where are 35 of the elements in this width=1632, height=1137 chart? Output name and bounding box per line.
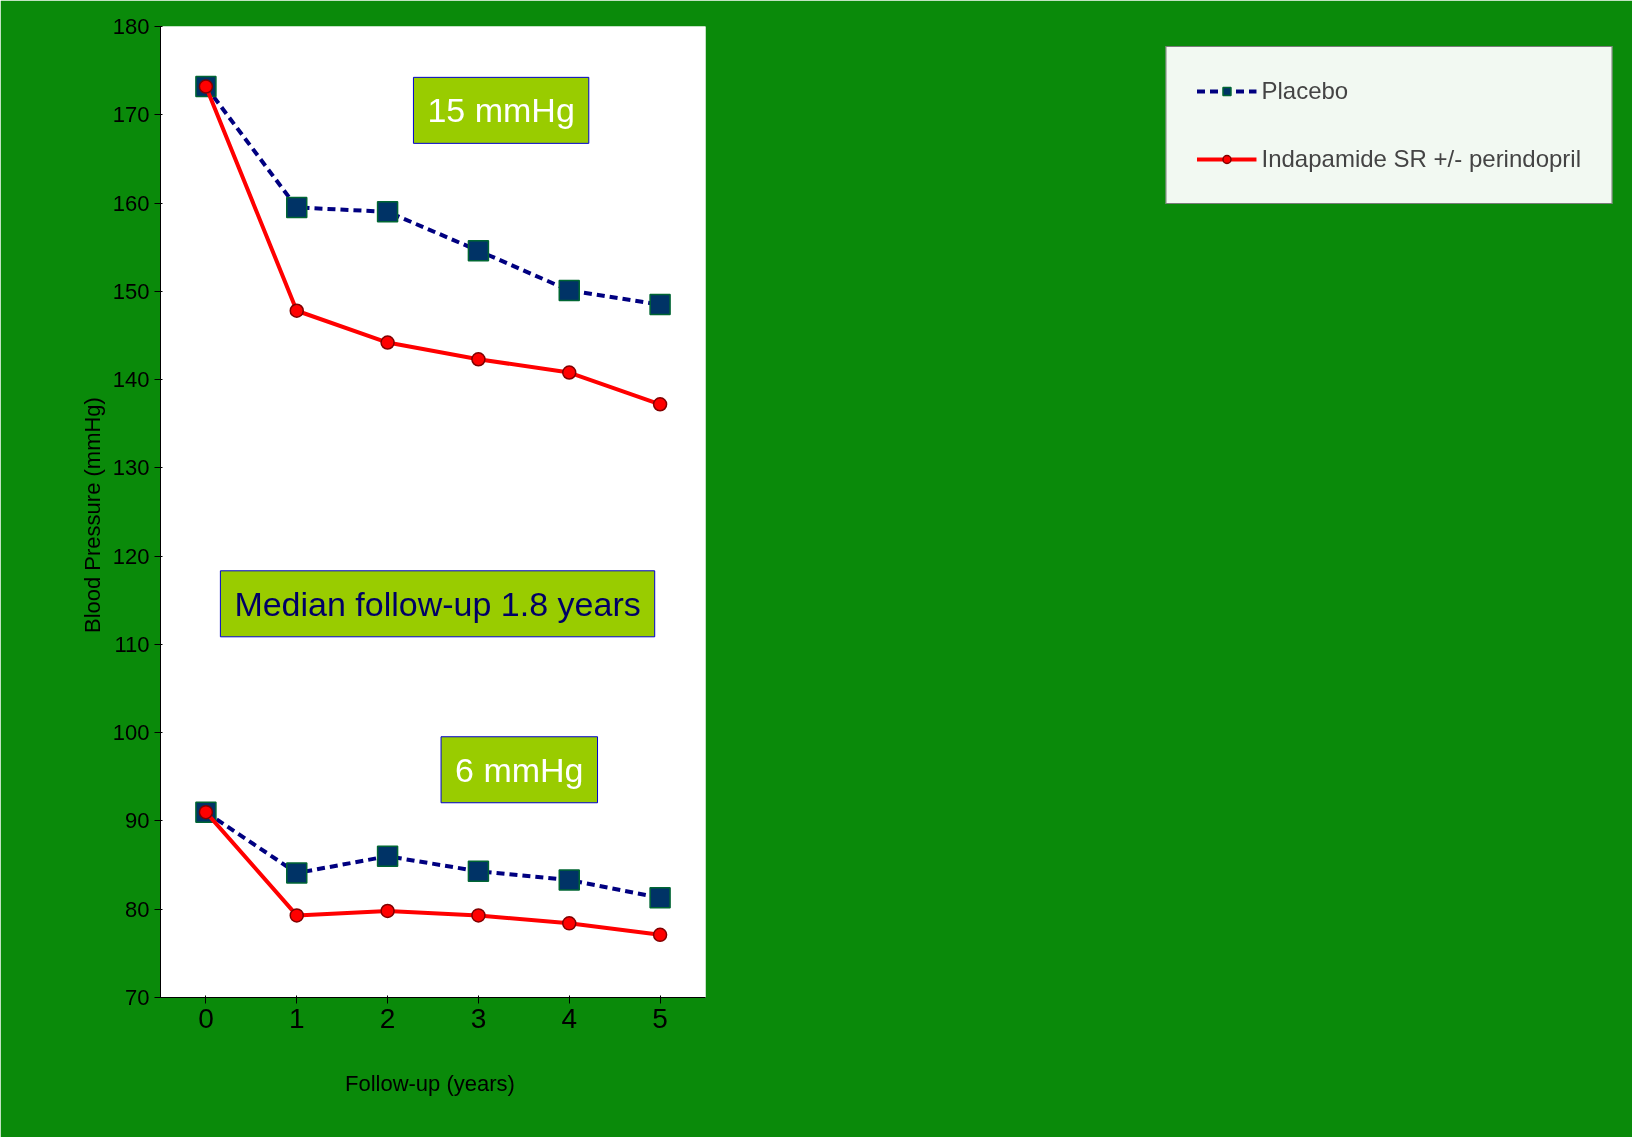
y-tick-label: 100 bbox=[112, 720, 150, 746]
x-tick-label: 1 bbox=[288, 1002, 305, 1034]
x-tick-label: 5 bbox=[652, 1002, 668, 1034]
x-tick-label: 2 bbox=[379, 1002, 396, 1034]
y-tick-label: 80 bbox=[125, 896, 150, 922]
point bbox=[380, 335, 395, 350]
annotation: 6 mmHg bbox=[455, 750, 584, 789]
point bbox=[562, 916, 577, 931]
point bbox=[471, 352, 486, 367]
point bbox=[289, 303, 304, 318]
y-tick-label: 170 bbox=[112, 102, 150, 128]
legend-label: Placebo bbox=[1261, 77, 1350, 105]
x-tick-label: 4 bbox=[561, 1002, 578, 1034]
y-tick-label: 90 bbox=[125, 808, 150, 834]
annotation: 15 mmHg bbox=[427, 91, 575, 130]
point bbox=[652, 397, 668, 412]
y-tick-label: 70 bbox=[125, 985, 150, 1010]
y-tick-label: 120 bbox=[112, 543, 150, 569]
legend-label: Indapamide SR +/- perindopril bbox=[1261, 145, 1581, 173]
point bbox=[652, 927, 668, 943]
point bbox=[471, 908, 486, 923]
x-tick-label: 3 bbox=[470, 1002, 487, 1034]
x-axis-title: Follow-up (years) bbox=[344, 1070, 515, 1096]
y-tick-label: 180 bbox=[112, 14, 150, 39]
y-tick-label: 160 bbox=[112, 190, 150, 216]
annotation: Median follow-up 1.8 years bbox=[234, 584, 641, 623]
y-tick-label: 150 bbox=[112, 278, 150, 304]
y-tick-label: 140 bbox=[112, 367, 150, 393]
point bbox=[289, 908, 304, 923]
y-axis-title: Blood Pressure (mmHg) bbox=[79, 397, 105, 634]
point bbox=[380, 903, 395, 919]
y-tick-label: 110 bbox=[114, 631, 150, 657]
y-tick-label: 130 bbox=[112, 455, 150, 481]
point bbox=[562, 365, 577, 380]
x-tick-label: 0 bbox=[198, 1002, 214, 1034]
